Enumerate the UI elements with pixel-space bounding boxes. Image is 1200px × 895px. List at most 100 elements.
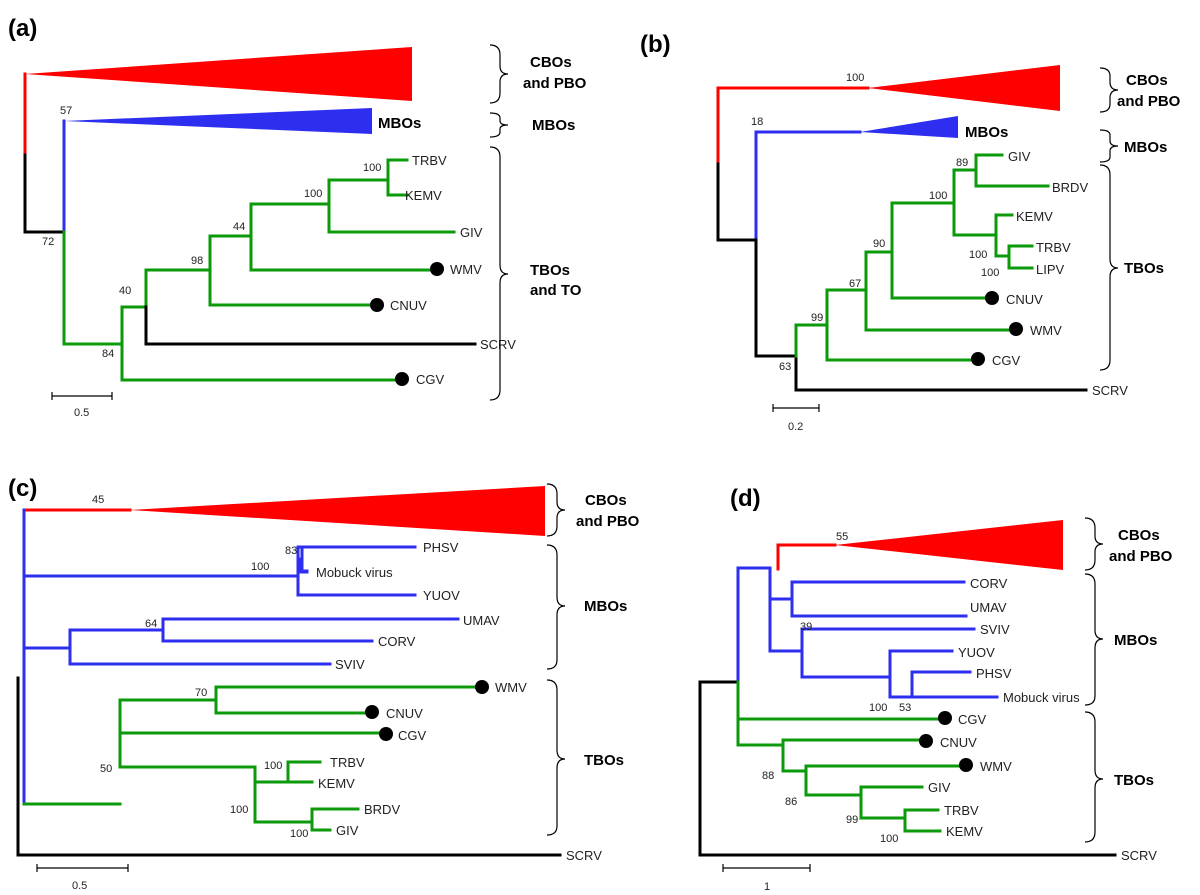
clade-label: TBOs: [1124, 260, 1164, 277]
leaf-marker-cnuv: [370, 298, 384, 312]
clade-label: and PBO: [576, 513, 640, 530]
clade-label: and PBO: [1117, 93, 1181, 110]
leaf-label: UMAV: [970, 600, 1007, 615]
bootstrap-value: 18: [751, 116, 763, 128]
leaf-label: CGV: [958, 712, 987, 727]
branch: [16, 676, 562, 857]
clade-label: MBOs: [965, 124, 1008, 141]
bootstrap-value: 100: [251, 561, 269, 573]
clade-triangle-mbos: [64, 108, 372, 134]
scale-bar: [772, 404, 820, 412]
leaf-label: GIV: [928, 780, 951, 795]
bootstrap-value: 98: [191, 255, 203, 267]
bootstrap-value: 100: [869, 702, 887, 714]
leaf-label: GIV: [460, 225, 483, 240]
clade-label: TBOs: [1114, 772, 1154, 789]
panel-d: (d) CORV UMAV SVIV YUOV PHSV Mobuck viru…: [698, 485, 1173, 893]
leaf-label: SVIV: [335, 657, 365, 672]
clade-label: CBOs: [1126, 72, 1168, 89]
clade-bracket: [546, 544, 566, 670]
clade-label: CBOs: [1118, 527, 1160, 544]
leaf-label: SCRV: [1092, 383, 1128, 398]
leaf-marker-cgv: [938, 711, 952, 725]
clade-bracket: [1099, 67, 1119, 113]
bootstrap-value: 40: [119, 285, 131, 297]
leaf-label: CNUV: [390, 298, 427, 313]
bootstrap-value: 67: [849, 278, 861, 290]
branch: [776, 543, 837, 571]
bootstrap-value: 57: [60, 105, 72, 117]
clade-label: MBOs: [378, 115, 421, 132]
scale-bar: [722, 864, 811, 872]
bootstrap-value: 39: [800, 621, 812, 633]
clade-label: MBOs: [1124, 139, 1167, 156]
clade-bracket: [1084, 711, 1104, 843]
leaf-label: Mobuck virus: [316, 565, 393, 580]
panel-d-label: (d): [730, 485, 761, 512]
clade-bracket: [1099, 129, 1119, 163]
branch: [23, 153, 66, 234]
leaf-marker-cnuv: [985, 291, 999, 305]
branch: [754, 130, 862, 242]
bootstrap-value: 83: [285, 545, 297, 557]
leaf-label: BRDV: [364, 802, 400, 817]
leaf-label: YUOV: [958, 645, 995, 660]
branch: [298, 557, 309, 574]
branch: [736, 566, 999, 699]
leaf-label: PHSV: [423, 540, 459, 555]
clade-label: and PBO: [1109, 548, 1173, 565]
leaf-label: Mobuck virus: [1003, 690, 1080, 705]
leaf-marker-wmv: [1009, 322, 1023, 336]
panel-c-label: (c): [8, 475, 37, 502]
panel-a: (a) TRBV KEMV GIV WMV CNUV SCRV CGV 57 7…: [8, 15, 587, 419]
scale-bar-label: 0.2: [788, 421, 803, 433]
scale-bar: [51, 392, 113, 400]
bootstrap-value: 100: [969, 249, 987, 261]
leaf-label: KEMV: [946, 824, 983, 839]
clade-label: and TO: [530, 282, 582, 299]
clade-bracket: [546, 483, 566, 537]
bootstrap-value: 100: [304, 188, 322, 200]
bootstrap-value: 100: [363, 162, 381, 174]
bootstrap-value: 100: [880, 833, 898, 845]
leaf-label: CNUV: [1006, 292, 1043, 307]
bootstrap-value: 100: [230, 804, 248, 816]
clade-bracket: [1099, 164, 1119, 371]
leaf-label: CGV: [992, 353, 1021, 368]
leaf-marker-cnuv: [365, 705, 379, 719]
leaf-label: SCRV: [480, 337, 516, 352]
clade-label: MBOs: [532, 117, 575, 134]
leaf-label: TRBV: [944, 803, 979, 818]
leaf-label: TRBV: [330, 755, 365, 770]
bootstrap-value: 99: [811, 312, 823, 324]
bootstrap-value: 100: [929, 190, 947, 202]
leaf-label: GIV: [336, 823, 359, 838]
branch: [22, 617, 460, 666]
scale-bar-label: 0.5: [74, 407, 89, 419]
branch: [698, 680, 1117, 857]
clade-bracket: [489, 146, 509, 401]
leaf-label: GIV: [1008, 149, 1031, 164]
clade-label: and PBO: [523, 75, 587, 92]
leaf-label: WMV: [980, 759, 1012, 774]
branch: [144, 305, 477, 346]
scale-bar-label: 1: [764, 881, 770, 893]
clade-triangle-cbos: [868, 65, 1060, 111]
leaf-label: TRBV: [1036, 240, 1071, 255]
bootstrap-value: 100: [981, 267, 999, 279]
bootstrap-value: 86: [785, 796, 797, 808]
leaf-label: CNUV: [940, 735, 977, 750]
clade-bracket: [1084, 573, 1104, 706]
branch: [716, 86, 870, 166]
bootstrap-value: 100: [290, 828, 308, 840]
bootstrap-value: 90: [873, 238, 885, 250]
scale-bar: [36, 864, 129, 872]
leaf-marker-cnuv: [919, 734, 933, 748]
bootstrap-value: 100: [846, 72, 864, 84]
leaf-label: KEMV: [405, 188, 442, 203]
branch: [794, 153, 1050, 362]
leaf-label: TRBV: [412, 153, 447, 168]
bootstrap-value: 53: [899, 702, 911, 714]
bootstrap-value: 44: [233, 221, 245, 233]
